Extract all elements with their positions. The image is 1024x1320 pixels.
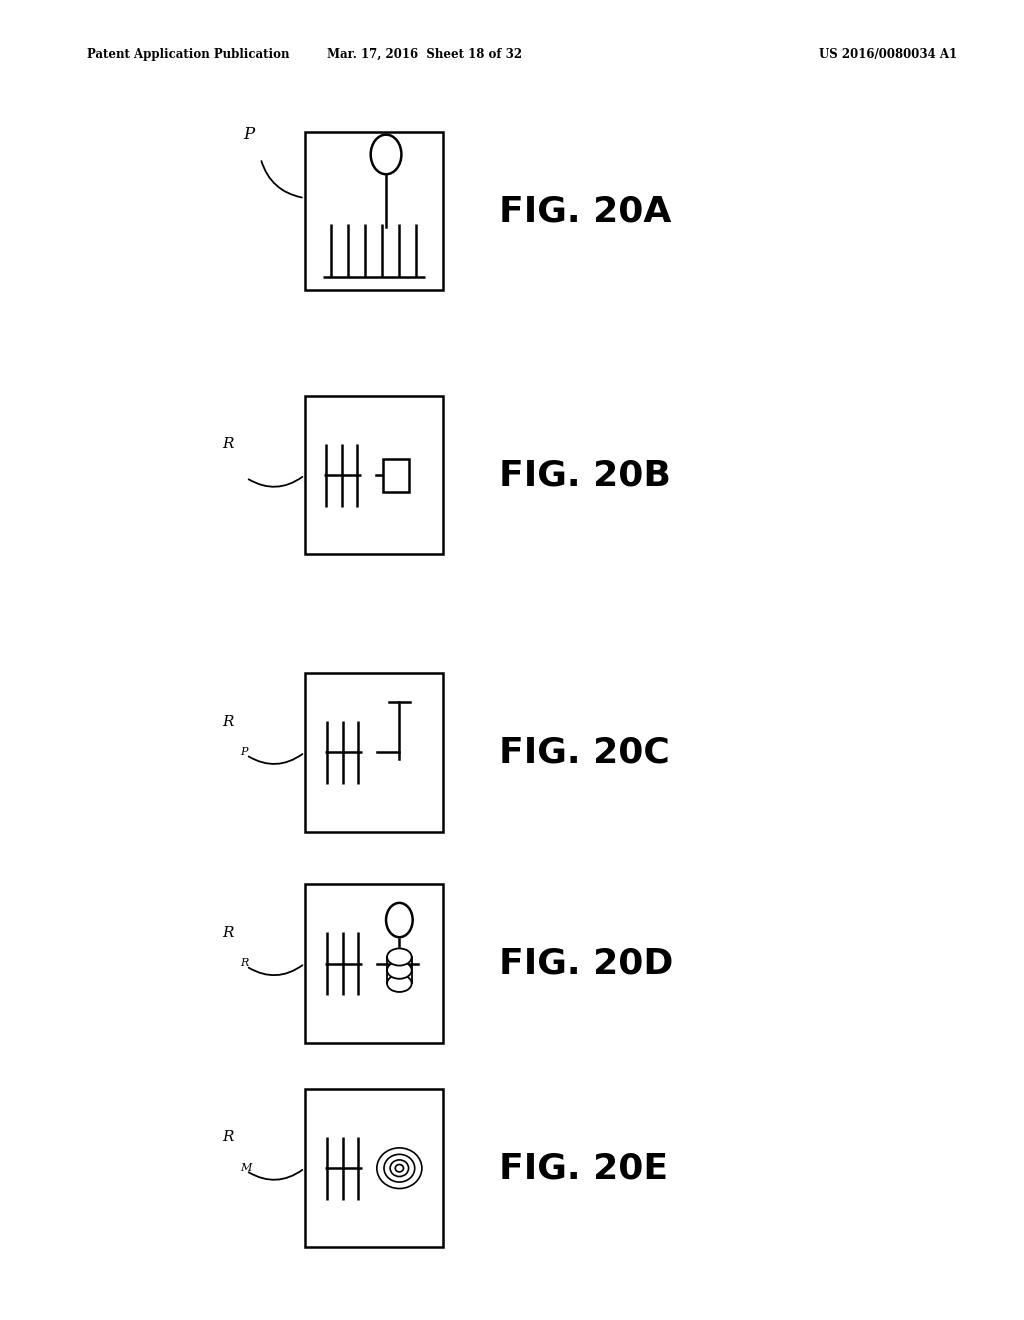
Ellipse shape — [387, 961, 412, 979]
FancyArrowPatch shape — [249, 477, 302, 487]
Text: Patent Application Publication: Patent Application Publication — [87, 48, 290, 61]
Ellipse shape — [387, 974, 412, 993]
Text: FIG. 20E: FIG. 20E — [500, 1151, 669, 1185]
Bar — [305, 884, 442, 1043]
Text: Mar. 17, 2016  Sheet 18 of 32: Mar. 17, 2016 Sheet 18 of 32 — [328, 48, 522, 61]
FancyArrowPatch shape — [249, 754, 302, 764]
Bar — [305, 396, 442, 554]
Text: FIG. 20C: FIG. 20C — [500, 735, 670, 770]
FancyArrowPatch shape — [249, 1170, 302, 1180]
Text: R: R — [222, 714, 233, 729]
Text: FIG. 20B: FIG. 20B — [500, 458, 671, 492]
FancyArrowPatch shape — [249, 965, 302, 975]
Text: P: P — [240, 747, 248, 758]
Bar — [305, 132, 442, 290]
Bar — [305, 1089, 442, 1247]
Text: R: R — [240, 958, 249, 969]
Ellipse shape — [395, 1164, 403, 1172]
Text: US 2016/0080034 A1: US 2016/0080034 A1 — [819, 48, 957, 61]
Text: M: M — [240, 1163, 252, 1173]
Text: FIG. 20D: FIG. 20D — [500, 946, 674, 981]
Ellipse shape — [377, 1148, 422, 1188]
Bar — [305, 673, 442, 832]
Ellipse shape — [387, 948, 412, 965]
Text: R: R — [222, 1130, 233, 1144]
FancyArrowPatch shape — [261, 161, 302, 198]
Text: R: R — [222, 437, 233, 451]
Text: P: P — [243, 127, 254, 143]
Ellipse shape — [390, 1160, 409, 1176]
Bar — [383, 458, 410, 491]
Text: FIG. 20A: FIG. 20A — [500, 194, 672, 228]
Ellipse shape — [384, 1154, 415, 1183]
Text: R: R — [222, 925, 233, 940]
